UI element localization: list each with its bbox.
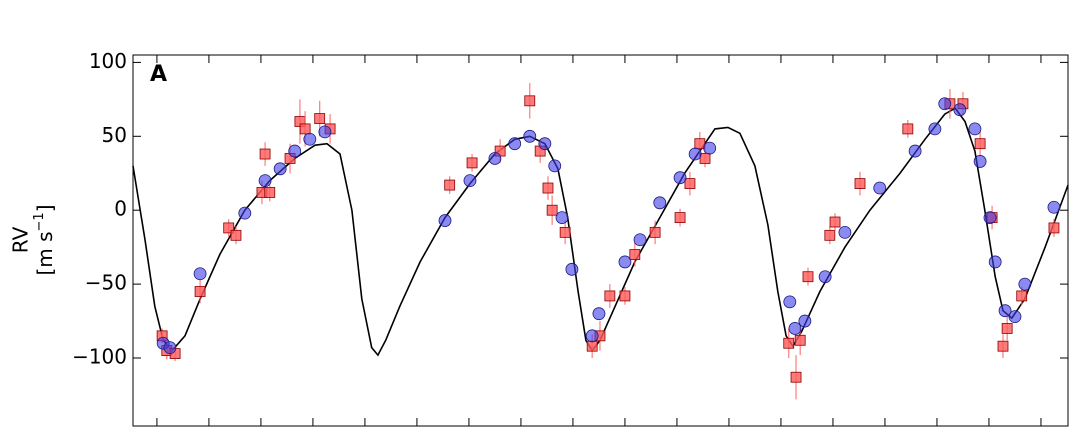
data-square bbox=[694, 138, 706, 150]
data-square bbox=[524, 95, 536, 107]
data-circle bbox=[585, 329, 599, 343]
unit-close: ] bbox=[33, 204, 57, 212]
panel-label: A bbox=[150, 62, 167, 87]
data-square bbox=[259, 148, 271, 160]
y-axis-title: RV bbox=[9, 226, 33, 253]
data-circle bbox=[953, 103, 967, 117]
data-circle bbox=[673, 171, 687, 185]
plot-frame bbox=[132, 54, 1069, 427]
data-circle bbox=[303, 132, 317, 146]
data-square bbox=[824, 229, 836, 241]
data-circle bbox=[1008, 310, 1022, 324]
data-square bbox=[794, 334, 806, 346]
data-circle bbox=[938, 97, 952, 111]
data-square bbox=[619, 290, 631, 302]
y-tick-label: −50 bbox=[85, 271, 127, 295]
data-circle bbox=[688, 147, 702, 161]
data-circle bbox=[238, 206, 252, 220]
data-circle bbox=[592, 307, 606, 321]
data-square bbox=[629, 249, 641, 260]
data-circle bbox=[538, 137, 552, 151]
data-circle bbox=[788, 322, 802, 335]
unit-text: [m s bbox=[33, 231, 57, 275]
data-square bbox=[466, 157, 478, 169]
data-square bbox=[783, 337, 795, 349]
data-circle bbox=[258, 174, 272, 188]
data-square bbox=[230, 229, 242, 241]
data-square bbox=[546, 204, 558, 216]
data-circle bbox=[1047, 200, 1061, 214]
data-square bbox=[854, 178, 866, 189]
data-square bbox=[1048, 222, 1060, 234]
data-square bbox=[829, 216, 841, 228]
data-square bbox=[444, 179, 456, 191]
data-circle bbox=[973, 155, 987, 168]
data-square bbox=[974, 138, 986, 150]
data-circle bbox=[273, 162, 287, 176]
data-square bbox=[559, 226, 571, 238]
data-circle bbox=[618, 255, 632, 269]
data-circle bbox=[998, 304, 1012, 318]
data-square bbox=[1001, 323, 1013, 334]
data-square bbox=[902, 123, 914, 135]
data-square bbox=[649, 226, 661, 238]
data-circle bbox=[555, 211, 569, 224]
data-circle bbox=[1018, 277, 1032, 291]
data-circle bbox=[318, 125, 332, 139]
data-circle bbox=[438, 214, 452, 227]
data-square bbox=[997, 340, 1009, 352]
data-circle bbox=[818, 270, 832, 284]
data-square bbox=[790, 371, 802, 383]
data-circle bbox=[523, 129, 537, 143]
data-square bbox=[586, 340, 598, 352]
data-square bbox=[1016, 290, 1028, 302]
data-square bbox=[314, 113, 326, 124]
unit-exponent: −1 bbox=[32, 212, 47, 231]
data-circle bbox=[488, 152, 502, 165]
data-circle bbox=[988, 255, 1002, 269]
data-square bbox=[674, 212, 686, 223]
data-square bbox=[699, 153, 711, 164]
data-circle bbox=[508, 137, 522, 151]
y-axis-unit: [m s−1] bbox=[32, 204, 57, 275]
data-circle bbox=[783, 295, 797, 309]
data-circle bbox=[633, 233, 647, 247]
data-square bbox=[604, 290, 616, 302]
data-circle bbox=[463, 174, 477, 188]
data-circle bbox=[798, 314, 812, 328]
data-circle bbox=[163, 341, 177, 355]
data-square bbox=[194, 286, 206, 297]
data-circle bbox=[565, 262, 579, 276]
y-tick-label: 0 bbox=[114, 197, 127, 221]
data-square bbox=[542, 182, 554, 194]
data-circle bbox=[838, 225, 852, 239]
data-circle bbox=[908, 144, 922, 158]
data-square bbox=[802, 271, 814, 283]
data-circle bbox=[928, 122, 942, 136]
data-circle bbox=[193, 267, 207, 281]
data-circle bbox=[983, 211, 997, 224]
data-square bbox=[264, 187, 276, 198]
data-square bbox=[684, 178, 696, 189]
y-tick-label: −100 bbox=[72, 345, 127, 369]
data-circle bbox=[548, 159, 562, 173]
data-square bbox=[223, 222, 235, 234]
data-circle bbox=[653, 196, 667, 210]
data-circle bbox=[873, 181, 887, 195]
data-circle bbox=[703, 141, 717, 155]
data-square bbox=[299, 123, 311, 135]
y-tick-label: 100 bbox=[89, 49, 127, 73]
y-tick-label: 50 bbox=[102, 123, 127, 147]
data-circle bbox=[288, 144, 302, 158]
data-circle bbox=[968, 122, 982, 136]
